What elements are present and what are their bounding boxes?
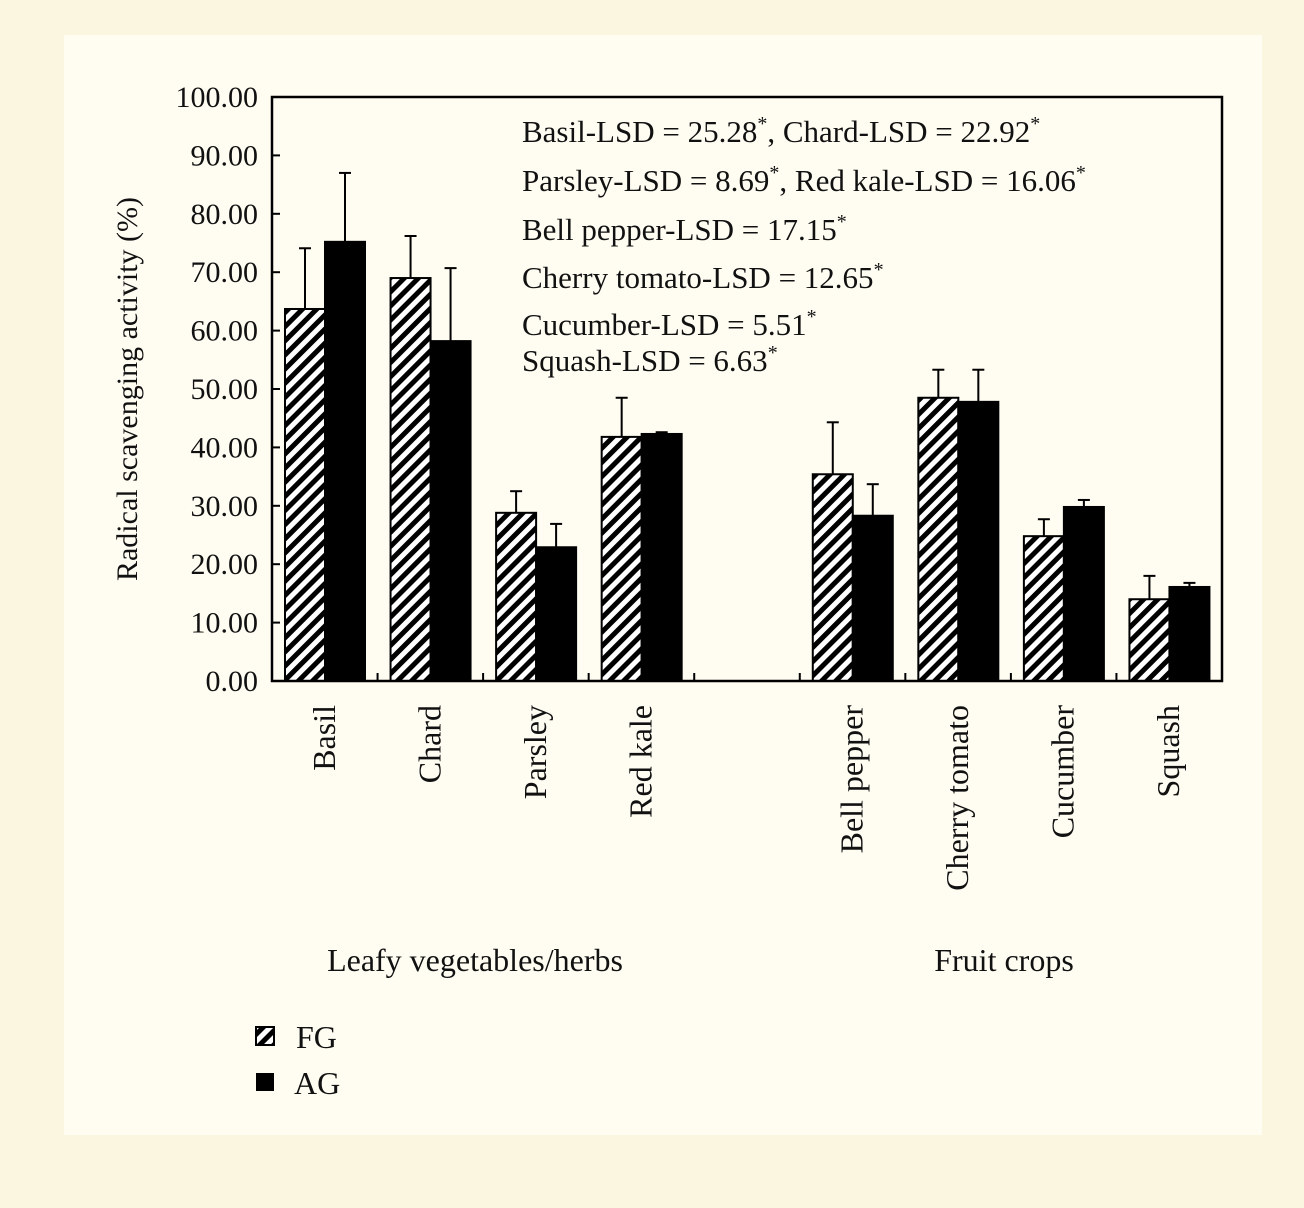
bar-ag [1062, 505, 1105, 682]
group-label-fruit: Fruit crops [934, 942, 1074, 978]
lsd-annotation: Parsley-LSD = 8.69*, Red kale-LSD = 16.0… [522, 162, 1086, 198]
bar-fg [917, 396, 960, 682]
category-label: Bell pepper [834, 705, 870, 854]
bar-ag [324, 240, 366, 682]
significance-star: * [807, 306, 817, 328]
lsd-text: Cucumber-LSD = 5.51 [522, 307, 807, 342]
y-tick-label: 20.00 [191, 548, 259, 581]
y-tick-label: 50.00 [191, 373, 259, 406]
category-label: Squash [1150, 705, 1186, 797]
significance-star: * [837, 211, 847, 233]
bar-fg [284, 307, 326, 682]
category-label: Chard [411, 705, 447, 783]
legend-label-fg: FG [296, 1019, 337, 1055]
bar-ag [957, 400, 1000, 682]
lsd-text: Basil-LSD = 25.28 [522, 114, 757, 149]
bar-fg [600, 435, 643, 682]
y-tick-label: 80.00 [191, 198, 259, 231]
lsd-annotation: Basil-LSD = 25.28*, Chard-LSD = 22.92* [522, 113, 1040, 149]
lsd-text: , Red kale-LSD = 16.06 [779, 163, 1075, 198]
bar-ag [535, 546, 578, 682]
y-tick-label: 90.00 [191, 139, 259, 172]
y-tick-label: 10.00 [191, 607, 259, 640]
lsd-annotation: Squash-LSD = 6.63* [522, 342, 778, 378]
bar-fg [389, 277, 432, 682]
significance-star: * [874, 259, 884, 281]
y-tick-label: 60.00 [191, 315, 259, 348]
bar-fg [811, 473, 854, 682]
significance-star: * [1076, 162, 1086, 184]
y-tick-label: 30.00 [191, 490, 259, 523]
lsd-annotation: Cherry tomato-LSD = 12.65* [522, 259, 884, 295]
category-label: Red kale [622, 705, 658, 818]
legend-swatch-ag [256, 1073, 274, 1091]
lsd-text: , Chard-LSD = 22.92 [767, 114, 1030, 149]
significance-star: * [757, 113, 767, 135]
lsd-text: Cherry tomato-LSD = 12.65 [522, 260, 874, 295]
lsd-annotation: Cucumber-LSD = 5.51* [522, 306, 817, 342]
significance-star: * [769, 162, 779, 184]
plot-frame [270, 95, 1224, 683]
y-tick-label: 100.00 [176, 81, 259, 114]
y-tick-label: 0.00 [206, 665, 259, 698]
y-tick-label: 70.00 [191, 256, 259, 289]
bar-ag [640, 432, 683, 682]
bar-fg [495, 511, 538, 682]
group-label-leafy: Leafy vegetables/herbs [327, 942, 623, 978]
bar-fg [1022, 535, 1065, 683]
legend-label-ag: AG [294, 1065, 340, 1101]
category-label: Cucumber [1045, 705, 1081, 839]
bar-ag [1168, 585, 1211, 683]
category-label: Parsley [517, 705, 553, 799]
significance-star: * [768, 342, 778, 364]
lsd-text: Parsley-LSD = 8.69 [522, 163, 769, 198]
y-tick-label: 40.00 [191, 431, 259, 464]
lsd-text: Bell pepper-LSD = 17.15 [522, 212, 837, 247]
bar-ag [851, 514, 894, 683]
y-axis-label: Radical scavenging activity (%) [111, 197, 144, 581]
lsd-annotation: Bell pepper-LSD = 17.15* [522, 211, 847, 247]
lsd-text: Squash-LSD = 6.63 [522, 343, 768, 378]
bar-ag [429, 340, 472, 682]
significance-star: * [1030, 113, 1040, 135]
category-label: Basil [306, 705, 342, 771]
bar-fg [1128, 598, 1171, 682]
category-label: Cherry tomato [939, 705, 975, 891]
legend-swatch-fg [255, 1026, 275, 1046]
